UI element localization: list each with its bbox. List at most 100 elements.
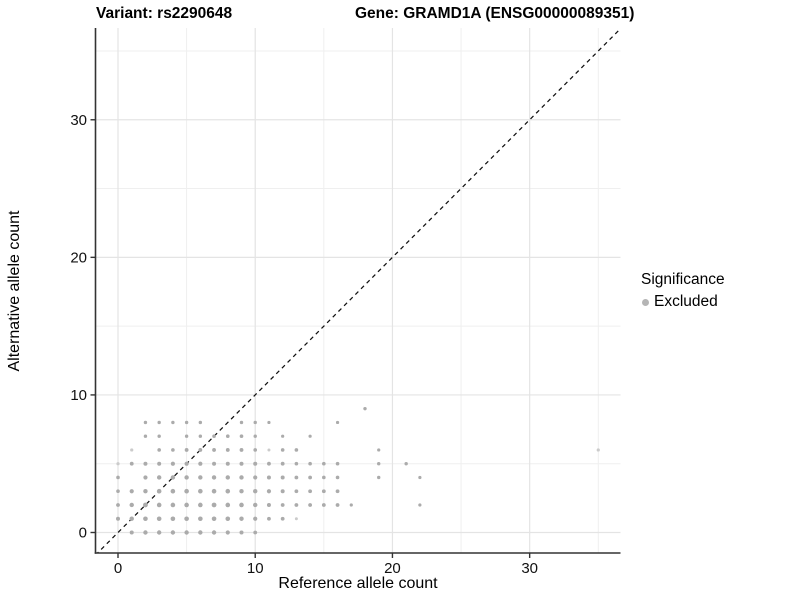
data-point: [143, 502, 148, 508]
data-point: [184, 461, 189, 466]
data-point: [294, 448, 299, 452]
data-point: [308, 475, 313, 480]
plot-title-gene: Gene: GRAMD1A (ENSG00000089351): [355, 5, 635, 22]
data-point: [143, 475, 148, 480]
data-point: [294, 461, 299, 466]
data-point: [211, 502, 217, 508]
data-point: [171, 420, 175, 425]
data-point: [211, 530, 217, 535]
data-point: [308, 461, 312, 466]
data-point: [253, 489, 258, 494]
data-point: [280, 448, 285, 452]
data-point: [253, 420, 257, 425]
data-point: [156, 502, 162, 508]
data-point: [335, 475, 340, 480]
data-point: [198, 530, 203, 535]
data-point: [280, 475, 285, 480]
data-point: [143, 434, 148, 438]
data-point: [253, 516, 258, 521]
data-point: [198, 420, 203, 425]
legend-item-excluded: Excluded: [642, 293, 725, 311]
data-point: [253, 530, 258, 535]
data-point: [212, 448, 216, 452]
data-point: [225, 475, 230, 480]
data-point: [184, 448, 189, 452]
data-point: [294, 503, 299, 507]
data-point: [225, 530, 230, 535]
data-point: [184, 488, 189, 494]
data-point: [143, 420, 148, 425]
data-point: [418, 475, 422, 480]
data-point: [335, 489, 340, 494]
data-point: [377, 475, 381, 480]
data-point: [239, 434, 244, 438]
data-point: [116, 503, 120, 507]
data-point: [130, 448, 134, 452]
data-point: [129, 461, 134, 466]
data-point: [116, 516, 121, 521]
data-point: [280, 461, 285, 466]
data-point: [170, 530, 176, 535]
data-point: [198, 516, 203, 522]
data-point: [198, 475, 203, 480]
legend-item-label: Excluded: [654, 293, 718, 310]
data-point: [267, 516, 271, 521]
data-point: [377, 448, 381, 452]
data-point: [281, 434, 285, 438]
data-point: [157, 420, 161, 425]
data-point: [239, 420, 244, 425]
data-point: [156, 530, 162, 535]
data-point: [239, 475, 244, 480]
data-point: [157, 448, 161, 452]
data-point: [239, 461, 244, 466]
data-point: [143, 530, 148, 535]
data-point: [267, 461, 271, 466]
data-point: [184, 530, 189, 535]
data-point: [308, 489, 313, 494]
data-point: [280, 489, 285, 494]
data-point: [267, 420, 271, 425]
data-point: [377, 462, 381, 466]
excluded-point-icon: [642, 298, 649, 306]
data-point: [239, 448, 244, 452]
data-point: [184, 516, 189, 522]
data-point: [129, 516, 134, 521]
data-point: [170, 488, 176, 494]
data-point: [321, 489, 326, 494]
data-point: [225, 461, 230, 466]
data-point: [335, 420, 340, 425]
data-point: [308, 503, 313, 507]
y-tick-label: 20: [70, 250, 87, 267]
data-point: [322, 461, 326, 466]
data-point: [129, 502, 134, 508]
y-tick-label: 0: [79, 525, 87, 542]
data-point: [253, 475, 258, 480]
y-tick-label: 10: [70, 387, 87, 404]
data-point: [266, 502, 271, 507]
data-point: [116, 475, 120, 480]
data-point: [253, 434, 257, 438]
data-point: [184, 434, 189, 438]
data-point: [198, 461, 203, 466]
data-point: [156, 516, 162, 522]
data-point: [129, 489, 134, 494]
data-point: [225, 516, 231, 522]
data-point: [157, 461, 162, 466]
data-point: [184, 420, 189, 425]
legend-title: Significance: [641, 271, 725, 288]
y-tick-label: 30: [70, 112, 87, 129]
data-point: [212, 434, 216, 438]
data-point: [280, 516, 285, 521]
data-point: [267, 448, 271, 452]
data-point: [335, 503, 340, 507]
data-point: [225, 502, 231, 508]
data-point: [198, 502, 203, 508]
data-point: [349, 503, 353, 507]
data-point: [308, 434, 312, 438]
data-point: [170, 502, 176, 508]
data-point: [211, 475, 217, 480]
data-point: [294, 517, 298, 521]
data-point: [253, 461, 258, 466]
